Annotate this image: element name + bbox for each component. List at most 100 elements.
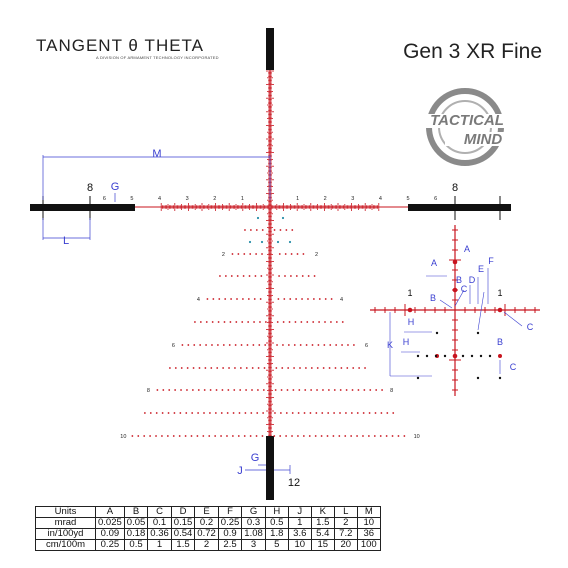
detail-one-left: 1 [407,288,412,298]
units-cell: 0.1 [147,517,172,529]
tree-dot [310,367,313,369]
tree-dot [322,367,325,369]
tree-dot [137,435,140,437]
detail-c-leader [503,311,523,327]
detail-dim-label: B [430,293,436,303]
tree-dot [231,253,234,255]
tree-dot [227,389,230,391]
tree-dot [368,412,371,414]
tree-dot [291,435,293,437]
l-dim-label: L [63,235,69,247]
tree-dot [211,344,213,346]
tree-dot [317,344,320,346]
detail-black-dot [461,354,465,358]
tree-dot [242,275,245,277]
tree-dot [261,253,263,255]
horizontal-mark-label: 1 [296,196,299,202]
tree-row-label: 10 [414,434,420,440]
tree-dot [351,389,354,391]
tree-dot [328,367,331,369]
tree-dot [243,435,246,437]
units-cell: 0.2 [194,517,219,529]
tree-dot [291,412,294,414]
tree-dot [173,412,176,414]
tree-dot [304,389,307,391]
detail-dim-label: C [461,284,468,294]
tree-dot [299,367,301,369]
reticle-title: Gen 3 XR Fine [403,40,542,63]
tree-dot [236,298,238,300]
tree-dot [316,389,318,391]
detail-one-right: 1 [497,288,502,298]
tree-dot [284,253,287,255]
tree-dot [209,389,212,391]
tree-dot [245,389,247,391]
units-row-label: in/100yd [35,528,96,540]
tree-dot [283,298,286,300]
tree-row-label: 10 [120,434,126,440]
tree-dot [373,435,376,437]
tree-dot [228,344,231,346]
tree-dot [330,298,333,300]
tree-dot [273,435,276,437]
tree-dot [302,253,305,255]
units-cell: 0.3 [241,517,266,529]
center-dot [248,240,252,244]
units-cell: 1.5 [170,539,196,551]
tree-dot [253,298,256,300]
detail-dim-label: H [403,337,410,347]
j-dim-label: J [237,465,243,477]
tree-dot [197,412,199,414]
units-row: mrad 0.025 0.05 0.1 0.15 0.2 0.25 0.3 0.5 1 1.5 2 10 [35,517,381,529]
tree-dot [318,298,321,300]
tree-dot [172,435,175,437]
detail-dim-label: C [527,322,534,332]
left-post [30,204,135,211]
tree-dot [149,412,152,414]
tree-row-label: 2 [315,252,318,258]
tree-dot [259,321,261,323]
tree-dot [340,367,343,369]
tree-dot [303,412,306,414]
tree-dot [323,344,326,346]
tree-dot [214,435,217,437]
tree-dot [308,435,311,437]
tree-dot [217,321,220,323]
bottom-post-label: 12 [288,477,300,489]
tree-dot [288,321,291,323]
tree-dot [161,435,163,437]
horizontal-mark-label: 4 [158,196,161,202]
bottom-post [266,436,274,500]
tree-dot [346,367,349,369]
units-row-label: mrad [35,517,96,529]
tree-dot [224,298,227,300]
tree-dot [341,321,344,323]
tree-dot [294,321,297,323]
tree-dot [312,298,315,300]
tree-dot [295,275,298,277]
tree-dot [362,435,364,437]
units-cell: K [310,506,335,518]
tree-dot [300,321,303,323]
units-cell: J [287,506,312,518]
tree-dot [305,344,308,346]
detail-black-dot [443,354,447,358]
tree-dot [258,344,261,346]
units-cell: 0.72 [194,528,219,540]
tactical-mind-logo: TACTICAL MIND [410,88,520,166]
m-dim-label: M [152,148,161,160]
horizontal-mark-label: 3 [351,196,354,202]
tree-dot [285,229,288,231]
tree-dot [264,321,267,323]
units-cell: 0.25 [95,539,125,551]
tree-dot [143,412,146,414]
tree-dot [203,389,206,391]
tree-dot [239,367,242,369]
tree-dot [313,275,316,277]
tree-dot [282,344,284,346]
tree-dot [275,367,278,369]
tree-dot [297,412,300,414]
tree-row-label: 8 [390,388,393,394]
tree-dot [318,321,321,323]
horizontal-mark-label: 2 [213,196,216,202]
